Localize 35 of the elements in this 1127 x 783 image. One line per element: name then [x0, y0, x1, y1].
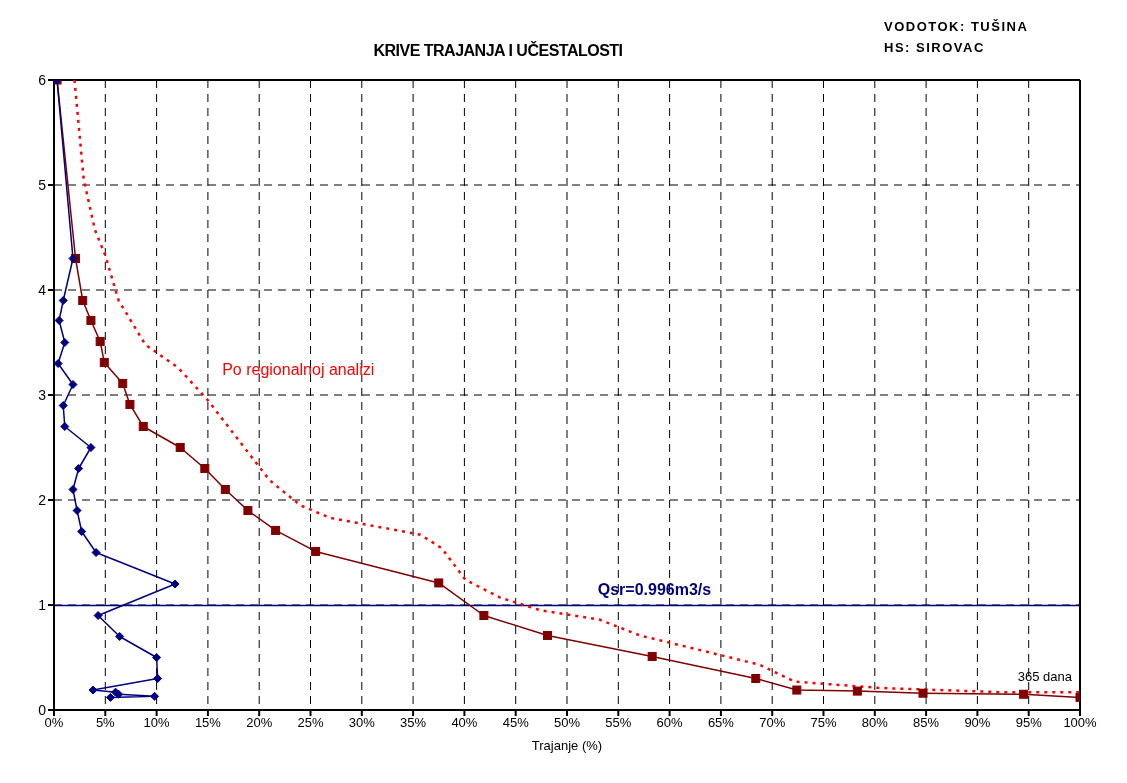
y-tick-label: 3 [38, 386, 47, 403]
x-tick-label: 0% [44, 715, 64, 731]
x-tick-label: 50% [553, 715, 581, 731]
annotation: 365 dana [1017, 669, 1073, 685]
x-tick-label: 55% [605, 715, 632, 731]
y-tick-label: 1 [38, 596, 47, 613]
chart-title: KRIVE TRAJANJA I UČESTALOSTI [373, 42, 623, 59]
x-tick-label: 10% [143, 715, 171, 731]
y-tick-label: 0 [38, 701, 47, 718]
x-tick-label: 40% [451, 715, 478, 731]
x-tick-label: 30% [348, 715, 376, 731]
x-tick-label: 15% [194, 715, 222, 731]
y-tick-label: 4 [38, 281, 47, 298]
x-axis-title: Trajanje (%) [531, 738, 603, 753]
text: VODOTOK: TUŠINA [884, 18, 1029, 36]
y-tick-label: 5 [38, 176, 47, 193]
x-tick-label: 45% [502, 715, 530, 731]
x-tick-label: 35% [400, 715, 427, 731]
y-tick-label: 6 [38, 71, 47, 88]
x-tick-label: 5% [95, 715, 116, 731]
x-tick-label: 75% [810, 715, 837, 731]
x-tick-label: 65% [707, 715, 735, 731]
ref-line-label: Qsr=0.996m3/s [597, 581, 712, 599]
x-tick-label: 25% [297, 715, 324, 731]
x-tick-label: 60% [656, 715, 684, 731]
text: HS: SIROVAC [884, 39, 986, 57]
x-tick-label: 90% [964, 715, 991, 731]
x-tick-label: 80% [861, 715, 889, 731]
x-tick-label: 70% [759, 715, 786, 731]
x-tick-label: 95% [1015, 715, 1043, 731]
series-label: Po regionalnoj analizi [222, 360, 375, 378]
x-tick-label: 85% [913, 715, 940, 731]
x-tick-label: 100% [1063, 715, 1098, 731]
x-tick-label: 20% [246, 715, 273, 731]
y-tick-label: 2 [38, 491, 47, 508]
